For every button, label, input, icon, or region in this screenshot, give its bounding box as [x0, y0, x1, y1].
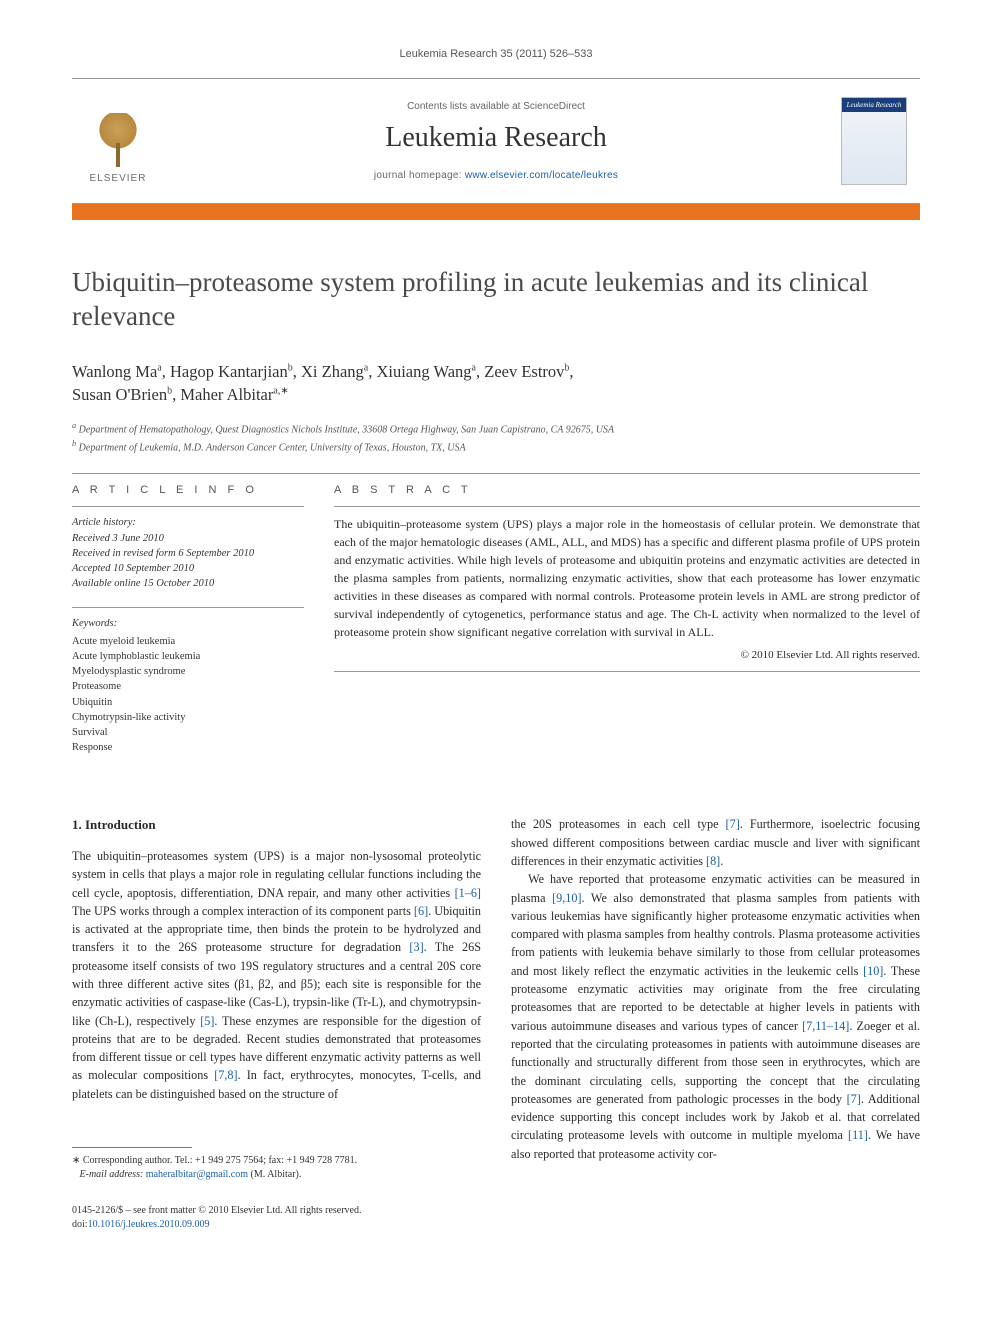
- body-col-right: the 20S proteasomes in each cell type [7…: [511, 815, 920, 1182]
- author-aff: b: [167, 385, 172, 396]
- cover-thumb-body: [842, 112, 906, 184]
- author: Maher Albitar: [180, 385, 273, 404]
- author: Xiuiang Wang: [376, 362, 471, 381]
- footnote-corr-label: Corresponding author. Tel.: +1 949 275 7…: [83, 1155, 357, 1166]
- author: Susan O'Brien: [72, 385, 167, 404]
- author: Wanlong Ma: [72, 362, 157, 381]
- copyright-line: © 2010 Elsevier Ltd. All rights reserved…: [334, 649, 920, 661]
- author: Xi Zhang: [301, 362, 364, 381]
- doi-link[interactable]: 10.1016/j.leukres.2010.09.009: [88, 1219, 210, 1230]
- paragraph: We have reported that proteasome enzymat…: [511, 870, 920, 1163]
- article-info-column: A R T I C L E I N F O Article history: R…: [72, 484, 304, 755]
- article-history: Article history: Received 3 June 2010 Re…: [72, 506, 304, 591]
- body-columns: 1. Introduction The ubiquitin–proteasome…: [72, 815, 920, 1182]
- info-abstract-row: A R T I C L E I N F O Article history: R…: [72, 484, 920, 755]
- journal-cover-thumb: Leukemia Research: [841, 97, 907, 185]
- cover-thumb-title: Leukemia Research: [842, 98, 906, 112]
- keyword-item: Survival: [72, 725, 304, 740]
- author-aff: a: [472, 362, 476, 373]
- keyword-item: Ubiquitin: [72, 695, 304, 710]
- author-aff: a: [157, 362, 161, 373]
- contents-line: Contents lists available at ScienceDirec…: [407, 101, 585, 112]
- keyword-item: Chymotrypsin-like activity: [72, 710, 304, 725]
- footer-doi: doi:10.1016/j.leukres.2010.09.009: [72, 1218, 920, 1232]
- keyword-item: Myelodysplastic syndrome: [72, 664, 304, 679]
- footer-front-matter: 0145-2126/$ – see front matter © 2010 El…: [72, 1204, 920, 1218]
- history-item: Available online 15 October 2010: [72, 578, 214, 589]
- keyword-item: Acute lymphoblastic leukemia: [72, 649, 304, 664]
- publisher-name: ELSEVIER: [90, 173, 147, 184]
- orange-accent-bar: [72, 204, 920, 220]
- abstract-label: A B S T R A C T: [334, 484, 920, 496]
- homepage-link[interactable]: www.elsevier.com/locate/leukres: [465, 170, 618, 181]
- contents-prefix: Contents lists available at: [407, 101, 523, 112]
- author-aff: b: [564, 362, 569, 373]
- homepage-line: journal homepage: www.elsevier.com/locat…: [374, 170, 618, 181]
- rule: [334, 671, 920, 672]
- affiliations: a Department of Hematopathology, Quest D…: [72, 420, 920, 456]
- article-title: Ubiquitin–proteasome system profiling in…: [72, 266, 920, 334]
- authors-line: Wanlong Maa, Hagop Kantarjianb, Xi Zhang…: [72, 360, 920, 406]
- elsevier-logo: ELSEVIER: [83, 98, 153, 184]
- corresponding-footnote: ∗ Corresponding author. Tel.: +1 949 275…: [72, 1154, 481, 1182]
- cover-thumb-cell: Leukemia Research: [828, 79, 920, 203]
- masthead-center: Contents lists available at ScienceDirec…: [164, 79, 828, 203]
- author: Hagop Kantarjian: [170, 362, 288, 381]
- keyword-item: Response: [72, 740, 304, 755]
- author-aff: a: [364, 362, 368, 373]
- journal-name: Leukemia Research: [385, 122, 607, 154]
- corresponding-star-icon: ,∗: [278, 385, 289, 396]
- keyword-item: Acute myeloid leukemia: [72, 634, 304, 649]
- sciencedirect-link[interactable]: ScienceDirect: [523, 101, 585, 112]
- masthead: ELSEVIER Contents lists available at Sci…: [72, 78, 920, 204]
- affiliation-a: a Department of Hematopathology, Quest D…: [72, 420, 920, 438]
- article-info-label: A R T I C L E I N F O: [72, 484, 304, 496]
- footnote-email-label: E-mail address:: [80, 1169, 146, 1180]
- keyword-item: Proteasome: [72, 679, 304, 694]
- body-col-left: 1. Introduction The ubiquitin–proteasome…: [72, 815, 481, 1182]
- page: Leukemia Research 35 (2011) 526–533 ELSE…: [0, 0, 992, 1272]
- history-item: Accepted 10 September 2010: [72, 563, 194, 574]
- history-item: Received 3 June 2010: [72, 533, 164, 544]
- homepage-prefix: journal homepage:: [374, 170, 465, 181]
- page-footer: 0145-2126/$ – see front matter © 2010 El…: [72, 1204, 920, 1232]
- history-head: Article history:: [72, 517, 136, 528]
- author-aff: b: [288, 362, 293, 373]
- keywords-block: Keywords: Acute myeloid leukemia Acute l…: [72, 607, 304, 755]
- footnote-star-icon: ∗: [72, 1155, 80, 1166]
- abstract-text: The ubiquitin–proteasome system (UPS) pl…: [334, 506, 920, 641]
- publisher-logo-cell: ELSEVIER: [72, 79, 164, 203]
- footnote-email-link[interactable]: maheralbitar@gmail.com: [146, 1169, 248, 1180]
- section-heading: 1. Introduction: [72, 815, 481, 835]
- keywords-head: Keywords:: [72, 616, 304, 631]
- running-head: Leukemia Research 35 (2011) 526–533: [72, 48, 920, 60]
- author: Zeev Estrov: [484, 362, 564, 381]
- abstract-column: A B S T R A C T The ubiquitin–proteasome…: [334, 484, 920, 755]
- affiliation-b: b Department of Leukemia, M.D. Anderson …: [72, 438, 920, 456]
- rule: [72, 473, 920, 474]
- paragraph: the 20S proteasomes in each cell type [7…: [511, 815, 920, 870]
- footnote-separator: [72, 1147, 192, 1148]
- footnote-email-name: (M. Albitar).: [248, 1169, 301, 1180]
- history-item: Received in revised form 6 September 201…: [72, 548, 254, 559]
- paragraph: The ubiquitin–proteasomes system (UPS) i…: [72, 847, 481, 1103]
- elsevier-tree-icon: [94, 113, 142, 169]
